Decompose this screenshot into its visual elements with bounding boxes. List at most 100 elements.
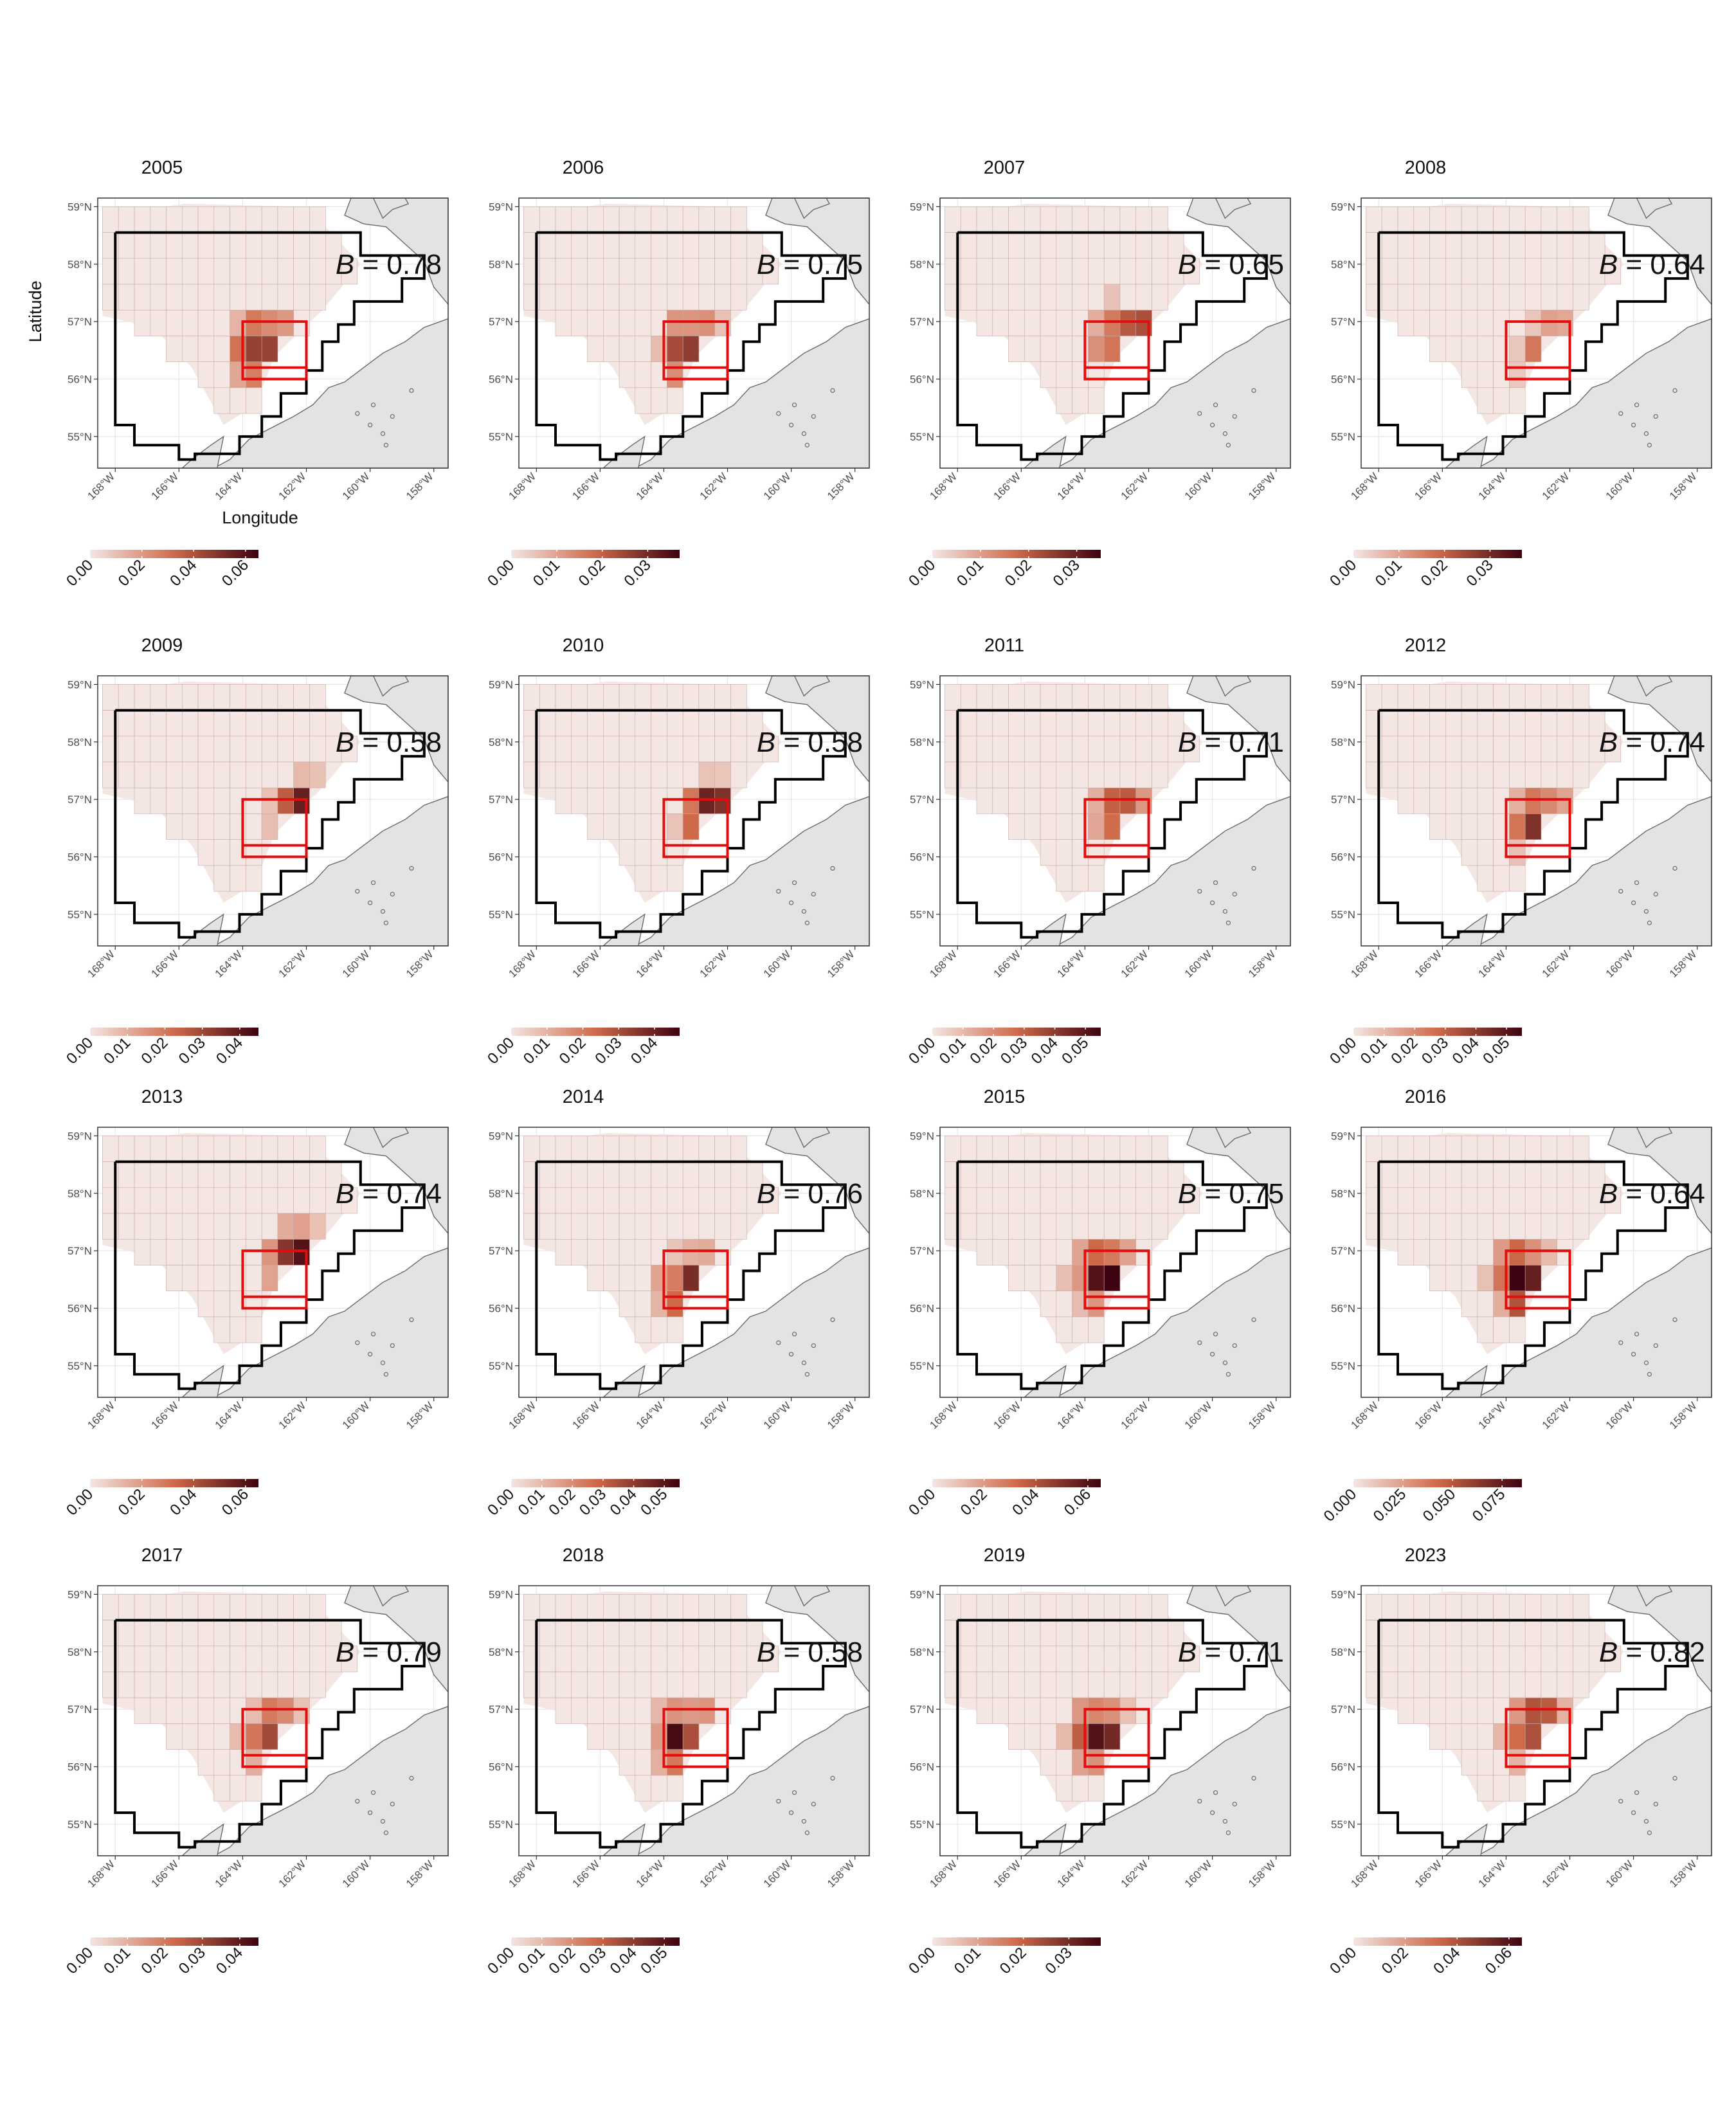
density-cell: [1119, 1136, 1136, 1162]
density-cell: [651, 232, 667, 259]
density-cell: [150, 284, 167, 311]
density-cell: [277, 1161, 294, 1188]
density-cell: [571, 1698, 588, 1724]
density-cell: [1541, 310, 1557, 336]
density-cell: [1024, 710, 1041, 737]
density-cell: [960, 206, 977, 233]
lat-tick-label: 56°N: [489, 1302, 513, 1314]
density-cell: [714, 1187, 731, 1214]
density-cell: [635, 1775, 651, 1802]
density-cell: [1509, 1723, 1526, 1750]
island: [383, 920, 388, 925]
density-cell: [667, 1213, 683, 1240]
legend-tick-label: 0.00: [63, 1944, 96, 1977]
density-cell: [1524, 284, 1542, 311]
density-cell: [1509, 1594, 1526, 1620]
panel-title: 2013: [141, 1087, 183, 1107]
density-cell: [682, 258, 700, 285]
b-value: = 0.74: [1618, 727, 1705, 758]
management-boundary: [956, 1619, 1268, 1849]
island: [380, 431, 386, 436]
management-boundary: [1377, 231, 1689, 461]
density-cell: [698, 684, 715, 711]
panel-border: [97, 197, 449, 469]
density-cell: [635, 232, 651, 259]
density-cell: [1477, 865, 1494, 892]
lon-tick-label: 162°W: [1540, 948, 1572, 980]
density-cell: [213, 1594, 230, 1620]
legend-tick-label: 0.01: [520, 1034, 554, 1067]
legend-tick-label: 0.050: [1420, 1485, 1460, 1525]
lat-tick-label: 56°N: [68, 1302, 92, 1314]
density-cell: [1445, 710, 1462, 737]
density-cell: [1557, 1213, 1573, 1240]
density-cell: [134, 1136, 151, 1162]
density-cell: [1445, 1239, 1462, 1265]
density-cell: [1024, 761, 1041, 788]
density-cell: [992, 1136, 1009, 1162]
island: [830, 1775, 835, 1781]
density-cell: [230, 761, 246, 788]
island: [1225, 1830, 1231, 1835]
lon-tick-label: 158°W: [1667, 948, 1699, 980]
legend-tick-label: 0.00: [905, 556, 939, 590]
density-cell: [698, 258, 715, 285]
density-cell: [1152, 684, 1168, 711]
density-cell: [603, 813, 620, 840]
density-cell: [555, 788, 572, 814]
landmass: [1215, 1127, 1252, 1148]
density-cell: [1040, 1749, 1057, 1776]
density-cell: [1413, 1239, 1430, 1265]
legend-tick-label: 0.04: [1430, 1944, 1463, 1977]
island: [370, 1790, 376, 1795]
density-cell: [1119, 1671, 1136, 1698]
density-cell: [667, 736, 683, 763]
density-cell: [1183, 258, 1200, 285]
lat-tick-label: 56°N: [1331, 373, 1355, 385]
density-cell: [667, 761, 683, 788]
density-cell: [746, 710, 763, 737]
density-cell: [619, 788, 636, 814]
landmass: [765, 198, 869, 305]
lon-tick-label: 166°W: [570, 470, 602, 502]
density-cell: [1072, 1187, 1089, 1214]
b-symbol: B: [336, 249, 354, 280]
density-cell: [213, 387, 230, 414]
density-cell: [960, 1161, 977, 1188]
density-cell: [293, 1594, 310, 1620]
lat-tick-label: 57°N: [1331, 1703, 1355, 1716]
lat-tick-label: 57°N: [489, 1703, 513, 1716]
lon-tick-label: 162°W: [276, 470, 309, 502]
map-panel-2018: 2018 B = 0.58 55°N 56°N 57°N 58°N 59°N 168°W 166…: [421, 1526, 870, 1989]
density-cell: [1040, 1161, 1057, 1188]
landmass: [1607, 1127, 1712, 1235]
density-cell: [1588, 1187, 1605, 1214]
density-cell: [293, 1136, 310, 1162]
management-boundary: [956, 709, 1268, 939]
density-cell: [667, 839, 683, 866]
density-cell: [1056, 284, 1072, 311]
island: [370, 1332, 376, 1337]
density-cell: [1557, 710, 1573, 737]
density-cell: [166, 1671, 183, 1698]
lat-tick-label: 55°N: [910, 909, 934, 921]
density-cell: [976, 684, 993, 711]
lat-tick-label: 59°N: [1331, 201, 1355, 213]
density-cell: [134, 761, 151, 788]
density-cell: [1381, 206, 1398, 233]
density-cell: [960, 1136, 977, 1162]
density-cell: [1477, 1316, 1494, 1343]
density-cell: [698, 1698, 715, 1724]
density-cell: [682, 336, 700, 363]
density-cell: [682, 232, 700, 259]
density-cell: [118, 1136, 135, 1162]
density-cell: [635, 710, 651, 737]
density-cell: [134, 206, 151, 233]
density-cell: [1088, 1265, 1105, 1292]
density-cell: [698, 1671, 715, 1698]
density-cell: [1119, 206, 1136, 233]
lat-tick-label: 57°N: [910, 1703, 934, 1716]
lon-tick-label: 166°W: [1413, 948, 1445, 980]
lon-tick-label: 166°W: [570, 1858, 602, 1890]
